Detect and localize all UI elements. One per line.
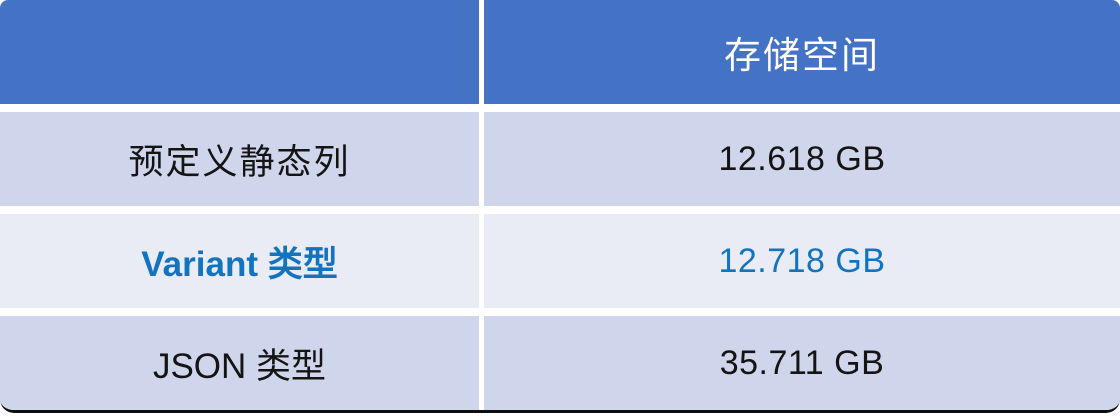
row-label-cell: JSON 类型 xyxy=(0,316,479,410)
row-label-cell: 预定义静态列 xyxy=(0,112,479,206)
row-label-cell: Variant 类型 xyxy=(0,214,479,308)
row-value-cell: 35.711 GB xyxy=(484,316,1120,410)
row-label: JSON 类型 xyxy=(152,346,327,386)
table-row-json-type: JSON 类型 35.711 GB xyxy=(0,316,1120,410)
row-value: 12.618 GB xyxy=(718,139,886,178)
row-value: 35.711 GB xyxy=(719,343,885,382)
table-row-static-columns: 预定义静态列 12.618 GB xyxy=(0,112,1120,206)
header-cell-storage: 存储空间 xyxy=(484,0,1120,104)
row-value: 12.718 GB xyxy=(718,241,886,280)
row-value-cell: 12.718 GB xyxy=(484,214,1120,308)
table-header-row: 存储空间 xyxy=(0,0,1120,104)
header-label-storage: 存储空间 xyxy=(724,36,880,77)
row-label: Variant 类型 xyxy=(141,244,338,284)
table-row-variant-type: Variant 类型 12.718 GB xyxy=(0,214,1120,308)
row-label: 预定义静态列 xyxy=(128,142,351,182)
row-value-cell: 12.618 GB xyxy=(484,112,1120,206)
header-cell-empty xyxy=(0,0,479,104)
